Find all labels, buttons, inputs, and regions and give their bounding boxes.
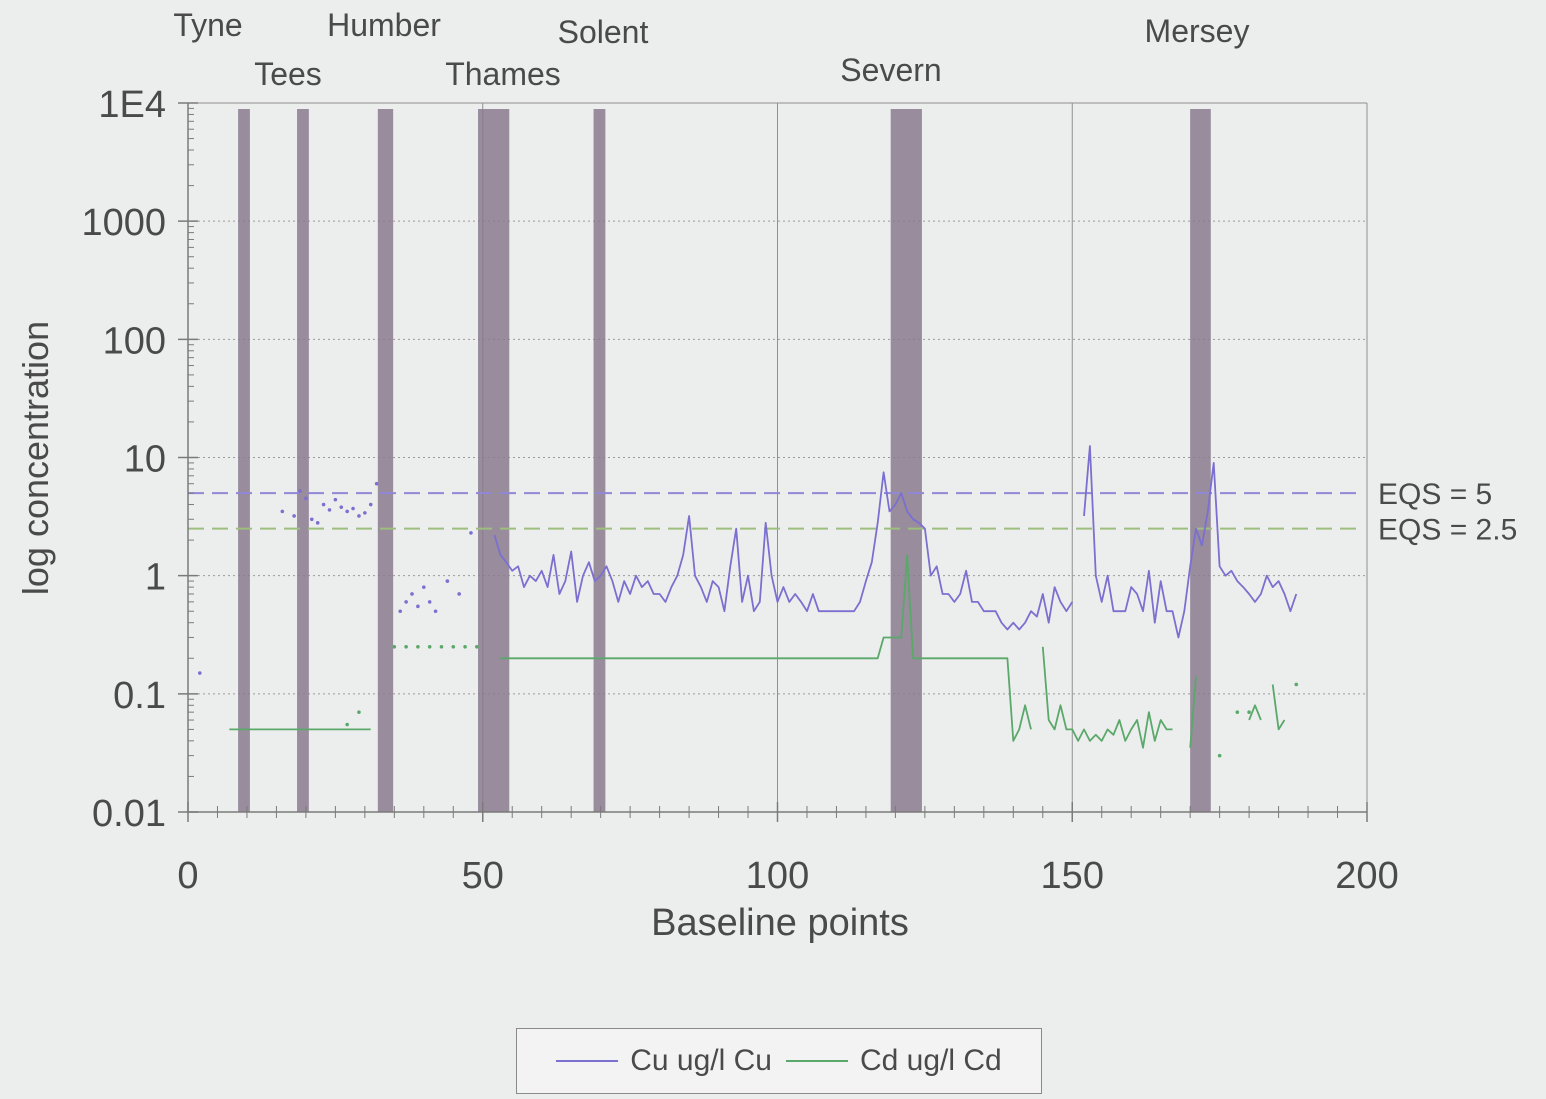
estuary-band	[297, 109, 309, 812]
data-point-cd	[451, 645, 456, 649]
data-point-cu	[410, 592, 414, 596]
data-point-cd	[1217, 753, 1222, 758]
data-point-cu	[321, 502, 326, 507]
x-tick-label: 100	[746, 855, 809, 897]
data-point-cu	[197, 671, 202, 675]
estuary-label: Thames	[445, 56, 561, 92]
data-point-cu	[457, 592, 461, 596]
data-point-cd	[1294, 682, 1299, 687]
data-point-cu	[333, 497, 338, 502]
data-point-cu	[327, 508, 332, 512]
data-point-cu	[398, 609, 403, 614]
legend-swatch-cd	[786, 1060, 848, 1062]
data-point-cu	[422, 585, 426, 589]
data-point-cu	[357, 514, 361, 518]
data-point-cd	[463, 645, 467, 649]
estuary-label: Tees	[254, 56, 322, 92]
data-point-cu	[416, 604, 420, 609]
legend-item-cu: Cu ug/l Cu	[556, 1044, 772, 1078]
data-point-cu	[427, 600, 432, 604]
estuary-label: Solent	[558, 14, 649, 50]
series-layer	[197, 445, 1299, 758]
estuary-label: Severn	[840, 52, 941, 88]
data-point-cu	[339, 505, 344, 509]
y-tick-label: 10	[124, 439, 166, 481]
data-point-cd	[404, 645, 408, 649]
legend-swatch-cu	[556, 1060, 619, 1062]
data-point-cu	[363, 511, 367, 515]
data-point-cu	[404, 600, 408, 604]
data-point-cd	[1247, 710, 1251, 714]
legend-label-cd: Cd ug/l Cd	[860, 1044, 1002, 1077]
estuary-label: Mersey	[1145, 13, 1250, 49]
y-tick-label: 0.01	[92, 793, 166, 835]
data-point-cu	[315, 521, 320, 525]
data-point-cu	[280, 509, 285, 514]
y-tick-label: 0.1	[113, 675, 166, 717]
y-tick-label: 1	[145, 557, 166, 599]
data-point-cu	[292, 514, 296, 518]
estuary-bands-layer	[238, 109, 1211, 812]
y-tick-label: 1E4	[98, 84, 166, 126]
estuary-band	[238, 109, 250, 812]
data-point-cu	[374, 481, 379, 486]
x-tick-label: 0	[177, 855, 198, 897]
data-point-cd	[345, 722, 349, 727]
estuary-band	[593, 109, 606, 812]
data-point-cu	[345, 509, 349, 514]
data-point-cu	[298, 489, 302, 493]
estuary-label: Tyne	[173, 7, 242, 43]
eqs-label: EQS = 2.5	[1378, 514, 1517, 547]
data-point-cd	[416, 645, 420, 649]
estuary-band	[478, 109, 510, 812]
data-point-cu	[368, 502, 373, 507]
series-line-cd	[1041, 646, 1173, 749]
data-point-cu	[433, 609, 438, 614]
data-point-cd	[427, 645, 432, 649]
series-line-cd	[500, 554, 1032, 742]
estuary-band	[890, 109, 922, 812]
x-axis-label: Baseline points	[651, 902, 909, 944]
data-point-cu	[309, 517, 314, 522]
legend-item-cd: Cd ug/l Cd	[786, 1044, 1002, 1078]
series-line-cd	[1248, 704, 1262, 721]
data-point-cu	[469, 531, 473, 535]
y-axis-label: log concentration	[15, 321, 56, 595]
x-tick-label: 150	[1041, 855, 1104, 897]
series-line-cd	[1189, 676, 1197, 748]
data-point-cd	[1235, 710, 1240, 714]
estuary-band	[377, 109, 394, 812]
series-line-cu	[493, 471, 1074, 631]
eqs-label: EQS = 5	[1378, 478, 1492, 511]
data-point-cd	[357, 710, 361, 714]
data-point-cd	[392, 645, 397, 649]
chart-legend: Cu ug/l Cu Cd ug/l Cd	[516, 1028, 1042, 1094]
estuary-band	[1190, 109, 1211, 812]
legend-label-cu: Cu ug/l Cu	[630, 1044, 772, 1077]
data-point-cu	[445, 579, 450, 583]
y-tick-label: 1000	[81, 202, 166, 244]
estuary-label: Humber	[327, 7, 441, 43]
series-line-cu	[1083, 445, 1298, 639]
data-point-cd	[439, 645, 444, 649]
data-point-cd	[475, 645, 479, 649]
series-line-cd	[1271, 684, 1286, 731]
data-point-cu	[351, 506, 355, 511]
x-tick-label: 200	[1335, 855, 1398, 897]
y-tick-label: 100	[103, 320, 166, 362]
reference-lines-layer	[188, 492, 1358, 530]
x-tick-label: 50	[462, 855, 504, 897]
axes-layer	[178, 102, 1368, 822]
data-point-cu	[304, 496, 308, 501]
